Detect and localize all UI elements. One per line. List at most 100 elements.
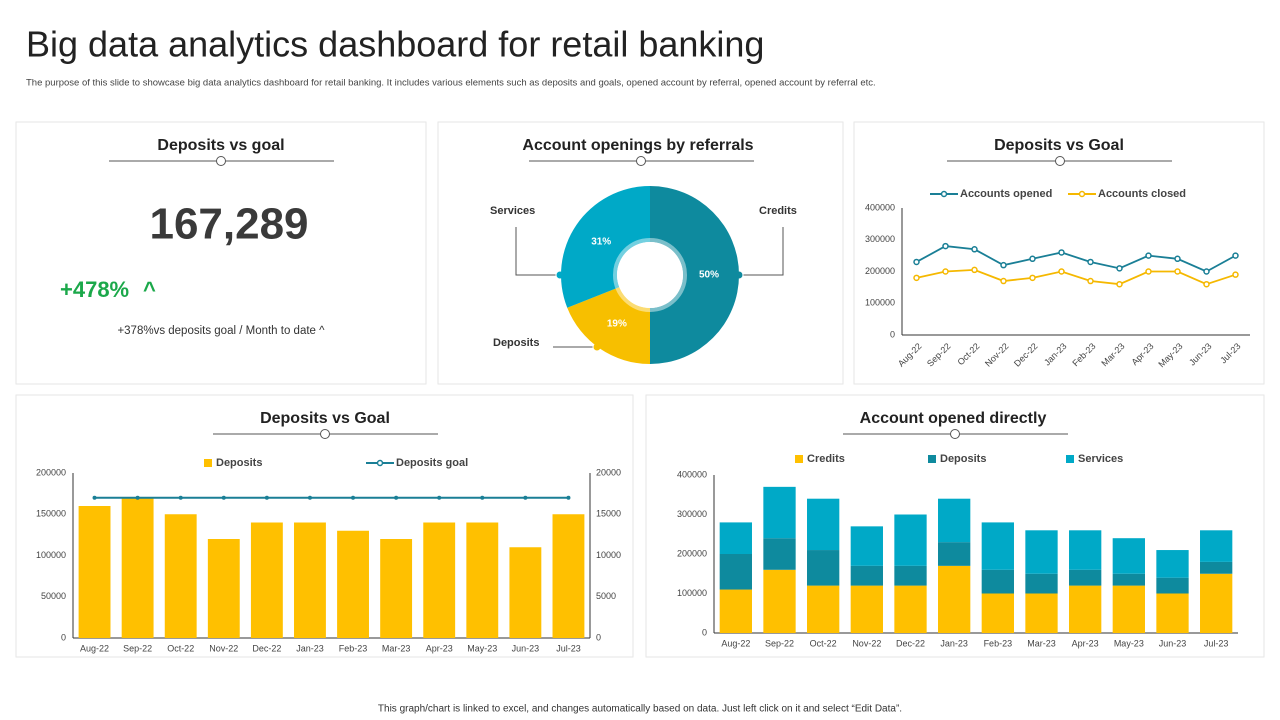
line-point bbox=[1000, 277, 1007, 285]
x-tick-label: Nov-22 bbox=[209, 643, 238, 653]
line-point bbox=[913, 274, 920, 282]
chart-title: Deposits vs Goal bbox=[994, 137, 1124, 154]
line bbox=[916, 245, 1236, 273]
bar bbox=[164, 514, 197, 638]
line-point bbox=[1116, 280, 1123, 288]
bar bbox=[1112, 585, 1145, 633]
x-tick-label: Nov-22 bbox=[852, 638, 881, 648]
page-subtitle: The purpose of this slide to showcase bi… bbox=[26, 78, 876, 89]
line-point bbox=[437, 495, 442, 500]
bar bbox=[1112, 538, 1145, 574]
line-point bbox=[1174, 255, 1181, 263]
bar bbox=[207, 539, 240, 638]
y-tick-label: 400000 bbox=[865, 202, 895, 212]
x-tick-label: Feb-23 bbox=[339, 643, 368, 653]
y-tick-label: 300000 bbox=[677, 509, 707, 519]
line-point bbox=[1203, 268, 1210, 275]
line-point bbox=[942, 268, 949, 275]
line-point bbox=[1232, 271, 1239, 278]
line-point bbox=[523, 495, 528, 500]
line-point bbox=[1058, 249, 1065, 256]
legend-swatch bbox=[376, 459, 384, 467]
bar bbox=[337, 530, 369, 638]
bar bbox=[423, 522, 456, 638]
pie-value-label: 50% bbox=[699, 270, 719, 281]
bar bbox=[1025, 593, 1058, 633]
bar bbox=[981, 569, 1014, 594]
x-tick-label: Aug-22 bbox=[721, 638, 750, 648]
line-point bbox=[135, 495, 140, 500]
x-tick-label: Oct-22 bbox=[167, 643, 194, 653]
bar bbox=[1156, 577, 1189, 594]
line bbox=[916, 269, 1236, 286]
line-point bbox=[1029, 255, 1036, 263]
line-point bbox=[480, 495, 485, 500]
x-tick-label: Aug-22 bbox=[80, 643, 109, 653]
bar bbox=[121, 497, 154, 638]
title-decor bbox=[109, 156, 1172, 439]
page-title: Big data analytics dashboard for retail … bbox=[26, 24, 764, 65]
kpi-change: +478% bbox=[60, 277, 129, 302]
bar bbox=[719, 522, 752, 554]
kpi-title: Deposits vs goal bbox=[157, 137, 284, 154]
x-tick-label: Jun-23 bbox=[1159, 638, 1187, 648]
pie-value-label: 31% bbox=[591, 236, 611, 247]
line-point bbox=[1000, 261, 1007, 269]
bar bbox=[466, 522, 499, 638]
y-tick-label: 15000 bbox=[596, 509, 621, 519]
line-point bbox=[1145, 268, 1152, 275]
kpi-arrow: ^ bbox=[143, 277, 156, 302]
x-tick-label: Apr-23 bbox=[426, 643, 453, 653]
line-point bbox=[971, 266, 978, 274]
y-tick-label: 5000 bbox=[596, 591, 616, 601]
chart-title: Account opened directly bbox=[860, 410, 1047, 427]
bar bbox=[850, 565, 883, 586]
bar bbox=[1025, 573, 1058, 594]
bar bbox=[1069, 569, 1102, 586]
line-point bbox=[178, 495, 183, 500]
legend-swatch bbox=[204, 459, 212, 467]
bar bbox=[850, 585, 883, 633]
bar bbox=[807, 550, 840, 586]
bar bbox=[719, 554, 752, 590]
x-tick-label: Dec-22 bbox=[252, 643, 281, 653]
bar bbox=[719, 589, 752, 633]
y-tick-label: 200000 bbox=[36, 467, 66, 477]
x-tick-label: May-23 bbox=[467, 643, 497, 653]
y-tick-label: 0 bbox=[596, 632, 601, 642]
bar bbox=[1200, 530, 1233, 562]
y-tick-label: 400000 bbox=[677, 469, 707, 479]
donut-ring bbox=[613, 238, 687, 312]
pie-category-label: Deposits bbox=[493, 337, 539, 349]
x-tick-label: Mar-23 bbox=[1027, 638, 1056, 648]
y-tick-label: 100000 bbox=[36, 550, 66, 560]
bar bbox=[294, 522, 326, 638]
line-point bbox=[92, 495, 97, 500]
legend-label: Accounts closed bbox=[1098, 188, 1186, 200]
bar bbox=[763, 569, 796, 633]
line-point bbox=[942, 242, 949, 250]
legend-swatch bbox=[928, 455, 936, 463]
bar bbox=[250, 522, 283, 638]
x-tick-label: Jan-23 bbox=[940, 638, 968, 648]
line-point bbox=[1058, 268, 1065, 275]
bar bbox=[763, 486, 796, 539]
bar bbox=[981, 593, 1014, 633]
line-point bbox=[394, 495, 399, 500]
x-tick-label: Jul-23 bbox=[556, 643, 581, 653]
legend-label: Deposits bbox=[216, 457, 262, 469]
legend-swatch bbox=[795, 455, 803, 463]
y-tick-label: 0 bbox=[61, 632, 66, 642]
y-tick-label: 0 bbox=[890, 329, 895, 339]
pie-value-label: 19% bbox=[607, 318, 627, 329]
y-tick-label: 300000 bbox=[865, 234, 895, 244]
legend-label: Accounts opened bbox=[960, 188, 1052, 200]
bar bbox=[981, 522, 1014, 570]
line-point bbox=[1232, 252, 1239, 259]
bar bbox=[1200, 573, 1233, 633]
line-point bbox=[913, 258, 920, 266]
x-tick-label: May-23 bbox=[1114, 638, 1144, 648]
legend-swatch bbox=[940, 190, 948, 198]
pie-slice bbox=[650, 186, 739, 364]
line-point bbox=[1116, 265, 1123, 272]
